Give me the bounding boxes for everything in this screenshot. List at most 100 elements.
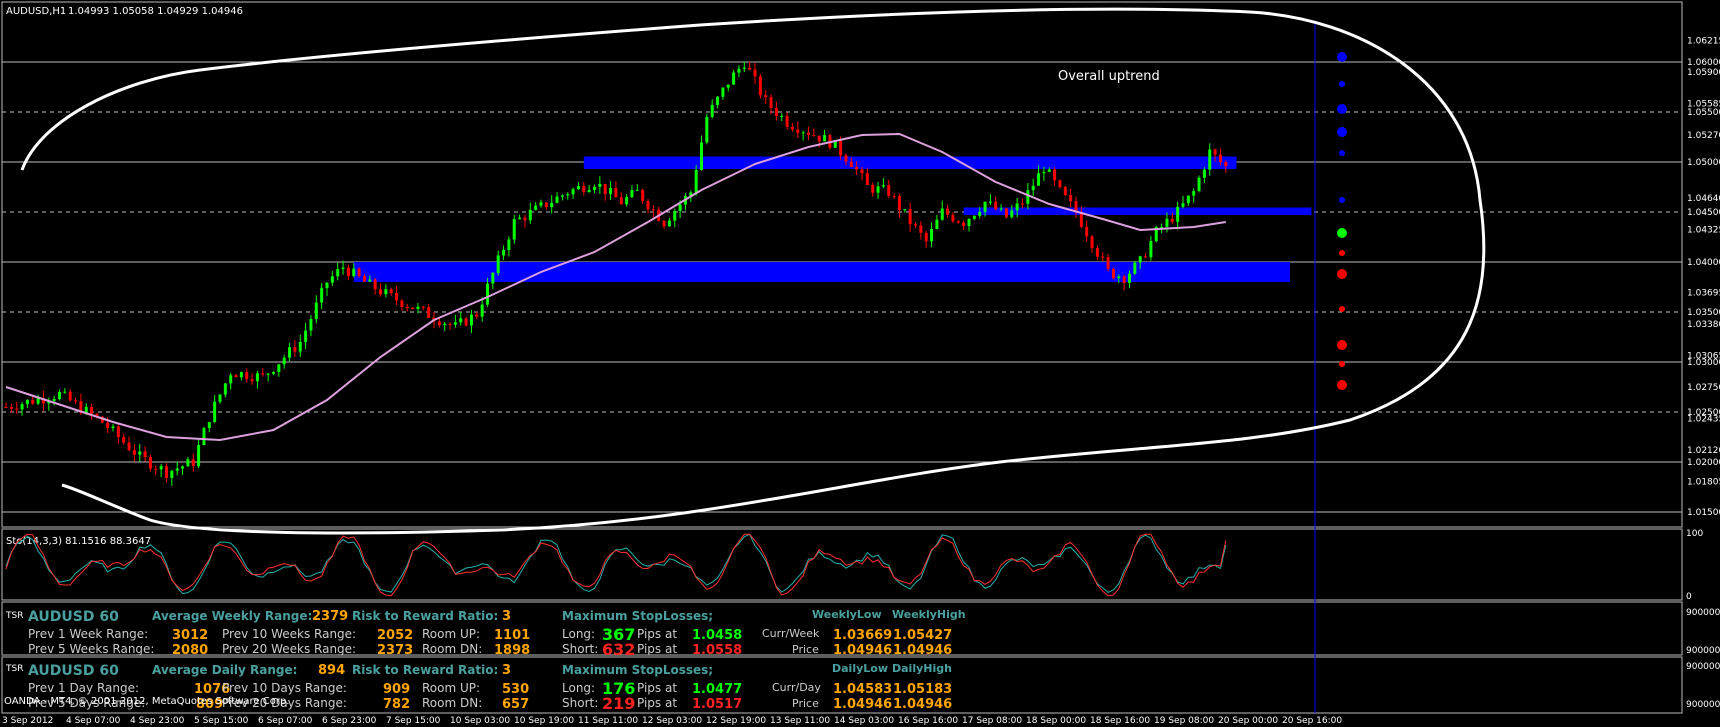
candle-body — [972, 215, 976, 219]
col-low-label: WeeklyLow — [812, 608, 882, 621]
projection-dot — [1337, 127, 1347, 137]
candle-body — [116, 426, 120, 438]
col-high-label: WeeklyHigh — [892, 608, 966, 621]
sr-zone — [963, 207, 1312, 215]
short-pips-at: Pips at — [637, 696, 677, 710]
avg-range-value: 2379 — [312, 609, 348, 624]
candle-body — [801, 132, 805, 134]
annotation-overall-uptrend: Overall uptrend — [1058, 69, 1160, 84]
candle-body — [421, 306, 425, 308]
candle-body — [507, 239, 511, 250]
candle-body — [389, 289, 393, 294]
candle-body — [255, 373, 259, 382]
candle-body — [1208, 149, 1212, 170]
candle-body — [250, 379, 254, 382]
candle-body — [25, 399, 29, 405]
prev2-value: 809 — [196, 697, 223, 712]
panel-axis-top: 900000 — [1686, 662, 1720, 672]
copyright-text: OANDA - MT4, © 2001-2012, MetaQuotes Sof… — [4, 696, 289, 707]
candle-body — [31, 399, 35, 404]
candle-body — [1133, 262, 1137, 274]
candle-body — [512, 219, 516, 240]
candle-body — [357, 268, 361, 277]
candle-body — [266, 373, 270, 375]
candle-body — [807, 132, 810, 136]
candle-body — [1117, 276, 1121, 279]
candle-body — [555, 196, 559, 203]
projection-dot — [1337, 380, 1347, 390]
moving-average-line — [5, 132, 1226, 442]
time-tick-label: 12 Sep 19:00 — [706, 716, 766, 726]
candle-body — [887, 185, 891, 196]
candle-body — [780, 115, 784, 117]
candle-body — [58, 391, 61, 400]
candle-body — [1058, 180, 1062, 187]
candle-body — [1085, 226, 1089, 237]
candle-body — [582, 186, 586, 192]
candle-body — [635, 189, 639, 191]
candle-body — [282, 357, 286, 365]
candle-body — [261, 373, 265, 375]
candle-body — [609, 188, 613, 194]
price-tick-label: 1.05000 — [1687, 158, 1720, 168]
candle-body — [1122, 276, 1126, 283]
candle-body — [448, 323, 452, 325]
price-high: 1.04946 — [893, 643, 952, 658]
candle-body — [293, 347, 297, 352]
time-tick-label: 7 Sep 15:00 — [386, 716, 441, 726]
candle-body — [288, 347, 292, 358]
projection-dot — [1337, 228, 1347, 238]
candle-body — [1154, 226, 1158, 242]
stochastic-main-line — [5, 533, 1227, 595]
candle-body — [1079, 212, 1083, 227]
candle-body — [946, 208, 950, 215]
daily-panel-frame — [1, 656, 1683, 714]
candle-body — [721, 87, 725, 97]
candle-body — [170, 470, 174, 478]
candle-body — [100, 416, 104, 423]
candle-body — [1042, 171, 1046, 174]
candle-body — [395, 293, 399, 301]
long-label: Long: — [562, 627, 595, 641]
candle-body — [234, 375, 238, 378]
candle-body — [593, 186, 596, 190]
symbol-header: AUDUSD,H1 — [6, 6, 66, 17]
candle-body — [52, 399, 56, 402]
candle-body — [346, 267, 350, 277]
candle-body — [486, 283, 489, 305]
avg-range-value: 894 — [318, 663, 345, 678]
candle-body — [849, 161, 853, 167]
candle-body — [1010, 210, 1014, 218]
candle-body — [930, 228, 934, 242]
candle-body — [571, 189, 575, 195]
curr-high: 1.05427 — [893, 628, 952, 643]
candle-body — [1202, 169, 1206, 178]
short-pips-at: Pips at — [637, 642, 677, 656]
candle-body — [106, 422, 110, 429]
candle-body — [1149, 241, 1153, 258]
time-tick-label: 4 Sep 23:00 — [130, 716, 185, 726]
candle-body — [860, 169, 864, 174]
candle-body — [202, 428, 206, 446]
candle-body — [1090, 236, 1094, 248]
candle-body — [352, 268, 356, 277]
long-pips: 367 — [602, 625, 635, 644]
price-tick-label: 1.06215 — [1687, 37, 1720, 47]
candle-body — [523, 217, 527, 221]
candle-body — [191, 459, 195, 467]
max-sl-label: Maximum StopLosses; — [562, 609, 713, 623]
candle-body — [1218, 154, 1222, 162]
candle-body — [47, 401, 51, 404]
candle-body — [1069, 195, 1073, 202]
candle-body — [785, 115, 789, 127]
prevB-value: 782 — [383, 697, 410, 712]
room-dn-value: 657 — [502, 697, 529, 712]
candle-body — [309, 319, 313, 331]
candle-body — [956, 221, 960, 223]
price-tick-label: 1.01805 — [1687, 478, 1720, 488]
long-pips-at: Pips at — [637, 681, 677, 695]
candle-body — [4, 407, 8, 408]
candle-body — [218, 394, 222, 402]
projection-dot — [1339, 197, 1345, 203]
